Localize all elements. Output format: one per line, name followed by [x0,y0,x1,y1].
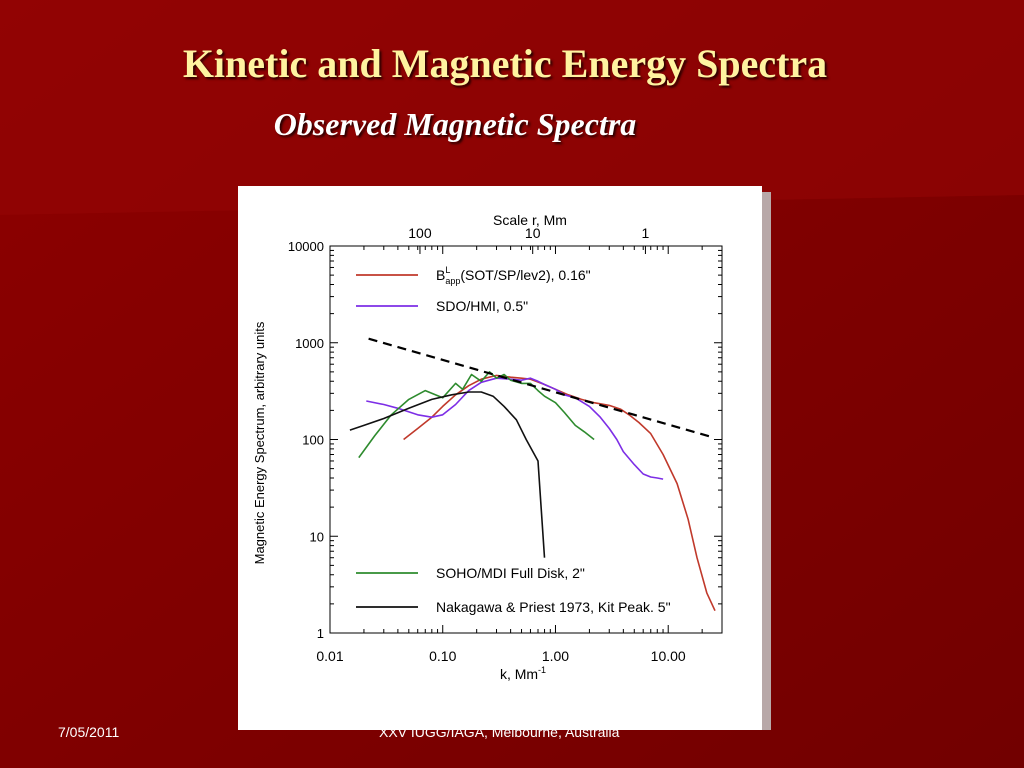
y-tick-label: 100 [302,433,324,448]
slide-subtitle: Observed Magnetic Spectra [273,106,637,142]
legend-label-0: BL app(SOT/SP/lev2), 0.16" [436,265,591,286]
series-line-4 [368,337,714,439]
top-axis-label: Scale r, Mm [493,212,567,228]
footer-venue: XXV IUGG/IAGA, Melbourne, Australia [379,724,620,740]
y-tick-label: 1000 [295,336,324,351]
x-tick-label: 10.00 [651,648,686,664]
figure-frame: Scale r, Mm 0.01 0.10 1.00 10.00 1 10 100 1000 1… [238,186,762,730]
legend-label-2: SOHO/MDI Full Disk, 2" [436,565,585,581]
x-tick-label: 1.00 [542,648,569,664]
y-axis-label: Magnetic Energy Spectrum, arbitrary unit… [252,321,267,564]
series-line-3 [349,391,546,558]
series-line-2 [358,371,595,459]
y-tick-label: 1 [317,626,324,641]
x-axis-label: k, Mm-1 [500,665,546,682]
top-tick-label: 10 [525,225,541,241]
legend-label-1: SDO/HMI, 0.5" [436,298,528,314]
legend-label-3: Nakagawa & Priest 1973, Kit Peak. 5" [436,599,671,615]
series-line-0 [403,374,716,612]
series-line-1 [366,377,664,480]
y-tick-label: 10000 [288,239,324,254]
slide-title: Kinetic and Magnetic Energy Spectra [182,41,828,86]
top-tick-label: 1 [642,225,650,241]
top-tick-label: 100 [408,225,432,241]
footer-date: 7/05/2011 [58,724,120,740]
spectrum-chart: Scale r, Mm 0.01 0.10 1.00 10.00 1 10 100 1000 1… [252,212,723,682]
y-tick-label: 10 [310,529,324,544]
x-tick-label: 0.10 [429,648,456,664]
x-tick-label: 0.01 [316,648,343,664]
